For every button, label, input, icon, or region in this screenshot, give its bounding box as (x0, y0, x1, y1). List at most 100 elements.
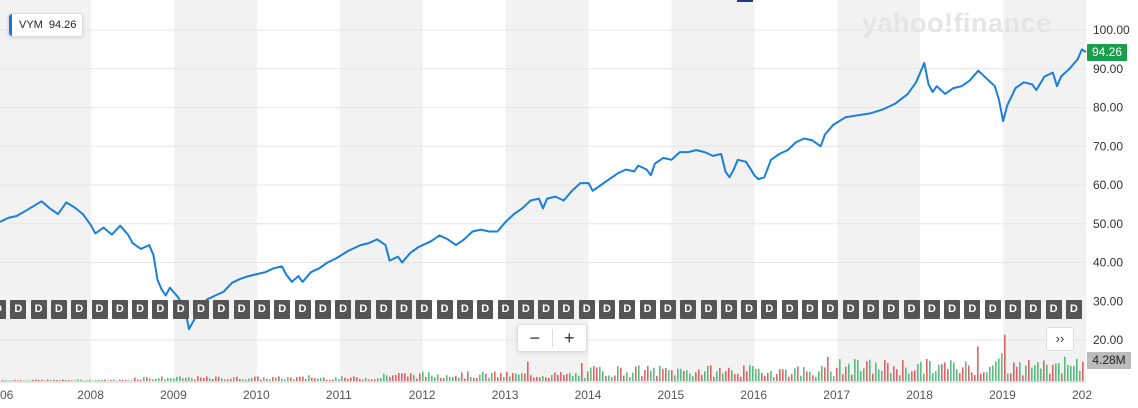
volume-bar (980, 373, 982, 381)
dividend-marker[interactable]: D (599, 300, 615, 319)
volume-bar (401, 373, 403, 381)
dividend-marker[interactable]: D (944, 300, 961, 319)
dividend-marker[interactable]: D (314, 300, 331, 319)
dividend-marker[interactable]: D (964, 300, 981, 319)
dividend-marker[interactable]: D (213, 300, 230, 319)
dividend-marker[interactable]: D (477, 300, 494, 319)
dividend-marker[interactable]: D (10, 300, 27, 319)
dividend-marker[interactable]: D (71, 300, 88, 319)
volume-bar (1064, 356, 1066, 381)
expand-button[interactable]: ›› (1046, 327, 1074, 351)
zoom-out-button[interactable]: − (529, 328, 540, 348)
dividend-marker[interactable]: D (578, 300, 595, 319)
dividend-marker[interactable]: D (538, 300, 555, 319)
volume-bar (845, 366, 847, 381)
volume-bar (569, 372, 571, 381)
volume-bar (101, 380, 103, 381)
dividend-marker[interactable]: D (659, 300, 676, 319)
dividend-marker[interactable]: D (1045, 300, 1062, 319)
dividend-marker[interactable]: D (294, 300, 311, 319)
volume-bar (158, 378, 160, 381)
volume-bar (959, 373, 961, 381)
dividend-marker[interactable]: D (781, 300, 798, 319)
dividend-marker[interactable]: D (0, 300, 6, 319)
dividend-marker[interactable]: D (497, 300, 514, 319)
volume-bar (770, 370, 772, 381)
volume-bar (221, 378, 223, 381)
dividend-marker[interactable]: D (741, 300, 758, 319)
dividend-marker[interactable]: D (680, 300, 697, 319)
volume-bar (701, 374, 703, 381)
volume-bar (392, 375, 394, 381)
volume-bar (1034, 365, 1036, 381)
dividend-marker[interactable]: D (50, 300, 67, 319)
dividend-marker[interactable]: D (193, 300, 209, 319)
dividend-marker[interactable]: D (172, 300, 189, 319)
dividend-marker[interactable]: D (802, 300, 818, 319)
dividend-marker[interactable]: D (903, 300, 920, 319)
dividend-marker[interactable]: D (416, 300, 433, 319)
dividend-marker[interactable]: D (253, 300, 270, 319)
volume-bar (998, 358, 1000, 381)
volume-bar (59, 380, 61, 381)
dividend-marker[interactable]: D (355, 300, 372, 319)
dividend-marker[interactable]: D (132, 300, 149, 319)
dividend-marker[interactable]: D (233, 300, 250, 319)
volume-bar (245, 379, 247, 381)
dividend-marker[interactable]: D (375, 300, 392, 319)
dividend-marker[interactable]: D (1005, 300, 1021, 319)
volume-bar (767, 372, 769, 381)
volume-bar (332, 379, 334, 381)
dividend-marker[interactable]: D (456, 300, 473, 319)
dividend-marker[interactable]: D (152, 300, 169, 319)
volume-bar (731, 370, 733, 381)
dividend-marker[interactable]: D (822, 300, 839, 319)
volume-bar (152, 379, 154, 381)
dividend-marker[interactable]: D (923, 300, 940, 319)
x-tick-label: 202 (1072, 388, 1092, 402)
dividend-marker[interactable]: D (1065, 300, 1082, 319)
dividend-marker[interactable]: D (396, 300, 412, 319)
dividend-marker[interactable]: D (883, 300, 900, 319)
volume-bar (461, 372, 463, 381)
dividend-marker[interactable]: D (1025, 300, 1042, 319)
volume-bar (503, 376, 505, 381)
dividend-marker[interactable]: D (335, 300, 352, 319)
volume-bar (368, 379, 370, 381)
year-band (837, 0, 921, 382)
volume-bar (872, 373, 874, 381)
dividend-marker[interactable]: D (30, 300, 47, 319)
volume-bar (860, 371, 862, 381)
volume-bar (566, 374, 568, 381)
dividend-marker[interactable]: D (700, 300, 717, 319)
dividend-marker[interactable]: D (274, 300, 291, 319)
volume-bar (632, 372, 634, 381)
y-tick-label: 90.00 (1093, 62, 1123, 76)
ticker-legend[interactable]: VYM 94.26 (8, 13, 84, 37)
volume-bar (26, 380, 28, 381)
dividend-marker[interactable]: D (720, 300, 737, 319)
dividend-marker[interactable]: D (111, 300, 128, 319)
dividend-marker[interactable]: D (558, 300, 575, 319)
dividend-marker[interactable]: D (639, 300, 656, 319)
volume-bar (5, 380, 7, 381)
volume-bar (797, 366, 799, 381)
dividend-marker[interactable]: D (761, 300, 778, 319)
volume-bar (104, 379, 106, 381)
volume-bar (650, 370, 652, 381)
dividend-marker[interactable]: D (517, 300, 534, 319)
volume-bar (818, 371, 820, 381)
dividend-marker[interactable]: D (862, 300, 879, 319)
dividend-marker[interactable]: D (91, 300, 108, 319)
volume-bar (362, 379, 364, 381)
volume-bar (143, 377, 145, 381)
dividend-marker[interactable]: D (842, 300, 859, 319)
volume-bar (188, 377, 190, 381)
dividend-marker[interactable]: D (984, 300, 1001, 319)
dividend-marker[interactable]: D (619, 300, 636, 319)
zoom-in-button[interactable]: + (563, 328, 575, 348)
volume-bar (908, 373, 910, 381)
volume-bar (434, 377, 436, 381)
x-tick-label: 2014 (575, 388, 602, 402)
dividend-marker[interactable]: D (436, 300, 453, 319)
